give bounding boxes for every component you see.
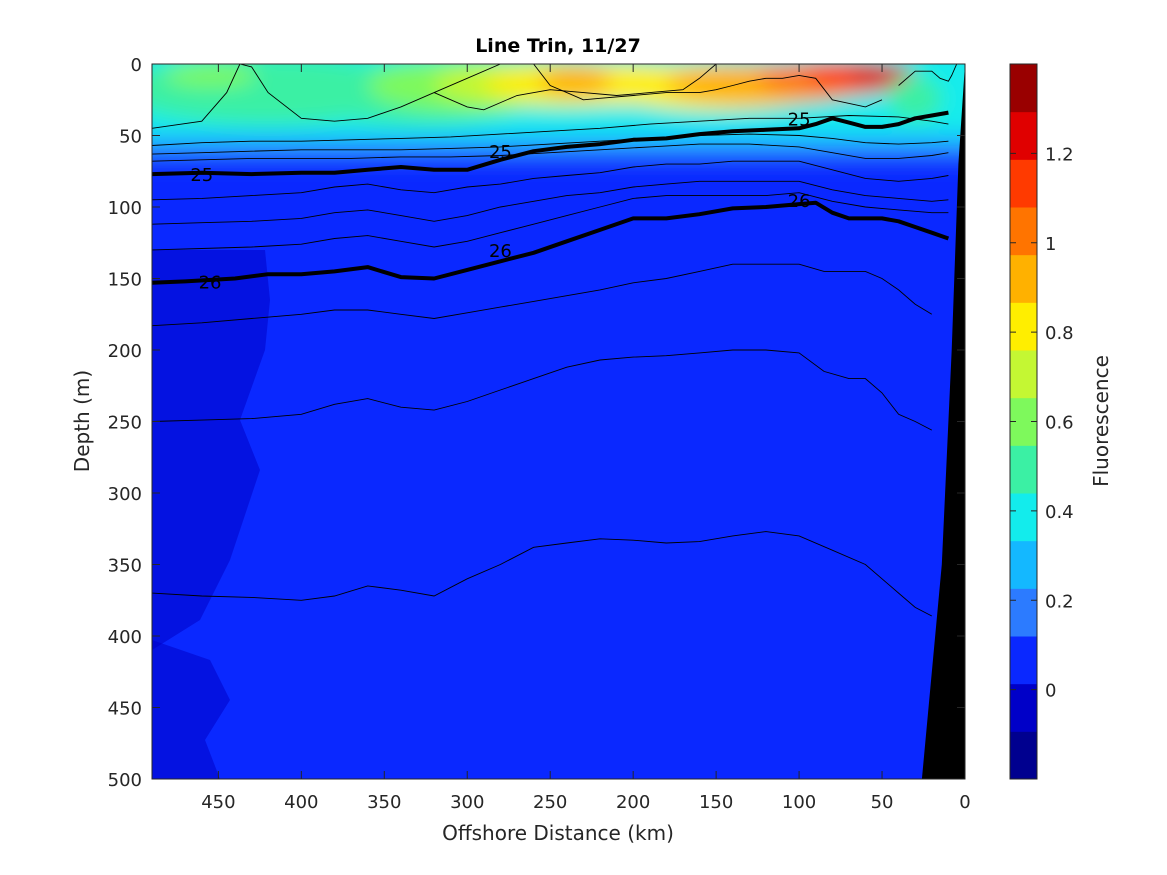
contour-label-3: 26 bbox=[199, 272, 222, 293]
x-tick-label-3: 300 bbox=[450, 792, 484, 813]
offshore-low-patch-deep bbox=[152, 640, 230, 779]
bold-contours bbox=[152, 110, 950, 285]
thin-contour-9 bbox=[152, 192, 949, 251]
thin-contour-11 bbox=[152, 349, 933, 431]
colorbar-label: Fluorescence bbox=[1089, 355, 1113, 487]
colorbar-swatch-0 bbox=[1010, 731, 1037, 780]
y-tick-label-4: 200 bbox=[108, 341, 142, 362]
thin-contour-8 bbox=[152, 180, 949, 225]
y-tick-label-2: 100 bbox=[108, 198, 142, 219]
y-tick-label-0: 0 bbox=[131, 55, 142, 76]
thin-contour-6 bbox=[152, 143, 949, 162]
colorbar-tick-label-6: 1.2 bbox=[1045, 144, 1074, 165]
y-tick-label-3: 150 bbox=[108, 270, 142, 291]
thin-contours bbox=[152, 64, 958, 617]
surface-patch-12 bbox=[163, 64, 257, 87]
y-tick-label-7: 350 bbox=[108, 556, 142, 577]
fluorescence-field: 25 25 25 26 26 26 bbox=[152, 64, 965, 779]
y-axis-label: Depth (m) bbox=[70, 370, 94, 472]
thin-contour-3 bbox=[898, 64, 958, 86]
contour-label-0: 25 bbox=[190, 165, 213, 186]
contour-line-25 bbox=[152, 110, 949, 177]
thin-contour-12 bbox=[152, 531, 933, 617]
contour-labels: 25 25 25 26 26 26 bbox=[190, 109, 811, 293]
colorbar-swatch-4 bbox=[1010, 540, 1037, 589]
colorbar-tick-label-4: 0.8 bbox=[1045, 323, 1074, 344]
y-axis-ticks: 0 50 100 150 200 250 300 350 400 450 500 bbox=[108, 55, 965, 791]
y-tick-label-5: 250 bbox=[108, 413, 142, 434]
x-tick-label-5: 200 bbox=[616, 792, 650, 813]
colorbar-swatch-13 bbox=[1010, 111, 1037, 160]
x-axis-ticks: 450 400 350 300 250 200 150 100 50 0 bbox=[201, 64, 971, 813]
offshore-low-patch-mid bbox=[152, 250, 270, 650]
colorbar-swatch-5 bbox=[1010, 493, 1037, 542]
contour-label-4: 26 bbox=[489, 241, 512, 262]
colorbar-swatch-14 bbox=[1010, 64, 1037, 113]
thin-contour-2 bbox=[433, 64, 717, 111]
y-tick-label-1: 50 bbox=[119, 127, 142, 148]
thin-contour-4 bbox=[152, 115, 949, 146]
x-tick-label-0: 450 bbox=[201, 792, 235, 813]
x-tick-label-1: 400 bbox=[284, 792, 318, 813]
x-tick-label-9: 0 bbox=[959, 792, 970, 813]
contour-label-2: 25 bbox=[788, 109, 811, 130]
x-tick-label-2: 350 bbox=[367, 792, 401, 813]
colorbar-swatch-12 bbox=[1010, 159, 1037, 208]
colorbar-swatch-2 bbox=[1010, 636, 1037, 685]
contour-label-5: 26 bbox=[788, 191, 811, 212]
y-tick-label-9: 450 bbox=[108, 699, 142, 720]
background-layer bbox=[152, 64, 965, 779]
chart-title: Line Trin, 11/27 bbox=[475, 35, 641, 57]
contour-label-1: 25 bbox=[489, 142, 512, 163]
colorbar-tick-label-0: 0 bbox=[1045, 681, 1056, 702]
colorbar-swatch-6 bbox=[1010, 445, 1037, 494]
surface-patch-11 bbox=[888, 75, 942, 122]
surface-patch-6 bbox=[538, 66, 612, 96]
thin-contour-5 bbox=[152, 133, 949, 155]
thin-contour-7 bbox=[152, 160, 949, 201]
x-tick-label-6: 150 bbox=[699, 792, 733, 813]
colorbar-tick-label-5: 1 bbox=[1045, 234, 1056, 255]
x-tick-label-4: 250 bbox=[533, 792, 567, 813]
contour-line-26 bbox=[152, 200, 950, 285]
colorbar-tick-label-1: 0.2 bbox=[1045, 591, 1074, 612]
thin-contour-1 bbox=[533, 64, 883, 108]
x-tick-label-7: 100 bbox=[782, 792, 816, 813]
seafloor-bathymetry bbox=[921, 64, 965, 779]
y-tick-label-8: 400 bbox=[108, 627, 142, 648]
colorbar-swatch-11 bbox=[1010, 207, 1037, 256]
colorbar-swatch-8 bbox=[1010, 350, 1037, 399]
colorbar-swatch-3 bbox=[1010, 588, 1037, 637]
colorbar: 0 0.2 0.4 0.6 0.8 1 1.2 bbox=[1009, 63, 1074, 780]
colorbar-swatch-1 bbox=[1010, 683, 1037, 732]
colorbar-swatch-10 bbox=[1010, 254, 1037, 303]
y-tick-label-10: 500 bbox=[108, 770, 142, 791]
colorbar-tick-label-2: 0.4 bbox=[1045, 502, 1074, 523]
thin-contour-10 bbox=[152, 263, 933, 327]
colorbar-swatch-9 bbox=[1010, 302, 1037, 351]
colorbar-tick-label-3: 0.6 bbox=[1045, 413, 1074, 434]
x-tick-label-8: 50 bbox=[871, 792, 894, 813]
y-tick-label-6: 300 bbox=[108, 484, 142, 505]
x-axis-label: Offshore Distance (km) bbox=[442, 821, 674, 845]
